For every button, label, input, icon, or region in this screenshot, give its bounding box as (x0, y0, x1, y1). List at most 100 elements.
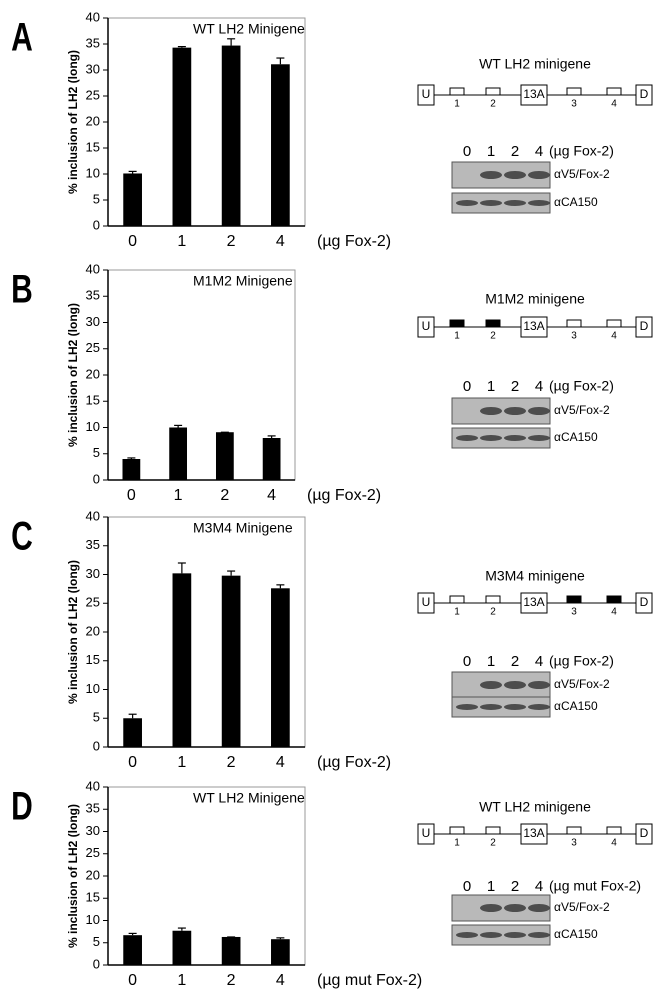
exon-box (485, 826, 501, 835)
exon-box (449, 595, 465, 604)
bar (123, 935, 142, 965)
blot-lane-label: 4 (535, 653, 543, 670)
exon-box (606, 319, 622, 328)
blot-lane-label: 2 (511, 653, 519, 670)
exon-label: 4 (611, 99, 617, 110)
blot-lane-label: 1 (487, 653, 495, 670)
chart-title: M3M4 Minigene (193, 520, 293, 536)
chart-title: M1M2 Minigene (193, 273, 293, 289)
blot-band (504, 904, 526, 912)
exon-label: 2 (490, 99, 496, 110)
x-tick-label: 2 (227, 972, 236, 989)
blot-band (528, 704, 550, 710)
y-tick-label: 25 (86, 595, 100, 610)
diagram-title: WT LH2 minigene (479, 799, 591, 815)
bar (221, 45, 241, 227)
bar (271, 939, 290, 965)
bar (271, 588, 290, 747)
bar (172, 930, 192, 965)
x-tick-label: 4 (276, 754, 285, 771)
blot-band (528, 171, 550, 179)
blot-band (480, 681, 502, 689)
y-tick-label: 10 (86, 681, 100, 696)
y-tick-label: 5 (93, 710, 100, 725)
blot-band (504, 681, 526, 689)
y-tick-label: 15 (86, 139, 100, 154)
blot-lane-label: 4 (535, 143, 543, 160)
x-tick-label: 4 (276, 233, 285, 250)
blot-row-label: αCA150 (554, 927, 598, 941)
exon-box (520, 592, 548, 614)
chart-title: WT LH2 Minigene (193, 790, 305, 806)
bar (122, 459, 141, 480)
y-tick-label: 25 (86, 87, 100, 102)
x-tick-label: 2 (220, 487, 229, 504)
blot-band (504, 407, 526, 415)
blot-lane-label: 0 (463, 143, 471, 160)
y-tick-label: 5 (93, 191, 100, 206)
blot-band (480, 171, 502, 179)
exon-label: 3 (571, 331, 577, 342)
error-bar (177, 562, 186, 574)
blot-band (456, 704, 478, 710)
exon-label: 13A (523, 595, 544, 609)
blot-lane-label: 1 (487, 143, 495, 160)
y-tick-label: 15 (86, 652, 100, 667)
y-tick-label: 25 (86, 340, 100, 355)
y-tick-label: 0 (93, 471, 100, 486)
y-tick-label: 20 (86, 623, 100, 638)
bar (271, 64, 290, 226)
exon-box (417, 592, 435, 614)
diagram-title: M3M4 minigene (485, 568, 585, 584)
bar (221, 936, 241, 965)
error-bar (177, 927, 186, 931)
y-tick-label: 15 (86, 890, 100, 905)
exon-box (417, 84, 435, 106)
y-axis-label: % inclusion of LH2 (long) (66, 303, 80, 447)
exon-box (485, 87, 501, 96)
y-tick-label: 15 (86, 393, 100, 408)
x-tick-label: 0 (127, 487, 136, 504)
exon-label: 2 (490, 838, 496, 849)
x-tick-label: 0 (128, 754, 137, 771)
exon-box (635, 84, 653, 106)
x-tick-label: 1 (177, 972, 186, 989)
bar (172, 573, 192, 747)
exon-label: 4 (611, 607, 617, 618)
x-tick-label: 0 (128, 972, 137, 989)
blot-band (480, 200, 502, 206)
bar (169, 427, 188, 480)
blot-band (504, 200, 526, 206)
x-tick-label: 1 (174, 487, 183, 504)
blot-unit: (µg Fox-2) (549, 143, 614, 159)
exon-box (606, 826, 622, 835)
y-tick-label: 0 (93, 738, 100, 753)
exon-box (520, 823, 548, 845)
panel-letter: C (11, 514, 33, 558)
y-tick-label: 5 (93, 934, 100, 949)
exon-label: U (422, 319, 431, 333)
blot-band (504, 435, 526, 441)
exon-box (449, 319, 465, 328)
error-bar (174, 424, 183, 428)
blot-band (504, 704, 526, 710)
blot-band (504, 932, 526, 938)
exon-box (449, 826, 465, 835)
exon-box (520, 316, 548, 338)
blot-row-label: αV5/Fox-2 (554, 677, 610, 691)
exon-label: 2 (490, 331, 496, 342)
exon-box (520, 84, 548, 106)
exon-label: U (422, 595, 431, 609)
blot-band (456, 200, 478, 206)
blot-band (480, 932, 502, 938)
blot-unit: (µg Fox-2) (549, 378, 614, 394)
y-tick-label: 40 (86, 508, 100, 523)
blot-band (456, 435, 478, 441)
y-axis-label: % inclusion of LH2 (long) (66, 560, 80, 704)
exon-label: U (422, 87, 431, 101)
blot-band (480, 435, 502, 441)
exon-label: 3 (571, 838, 577, 849)
x-axis-label: (µg Fox-2) (307, 487, 381, 504)
error-bar (276, 57, 285, 65)
blot-band (528, 200, 550, 206)
